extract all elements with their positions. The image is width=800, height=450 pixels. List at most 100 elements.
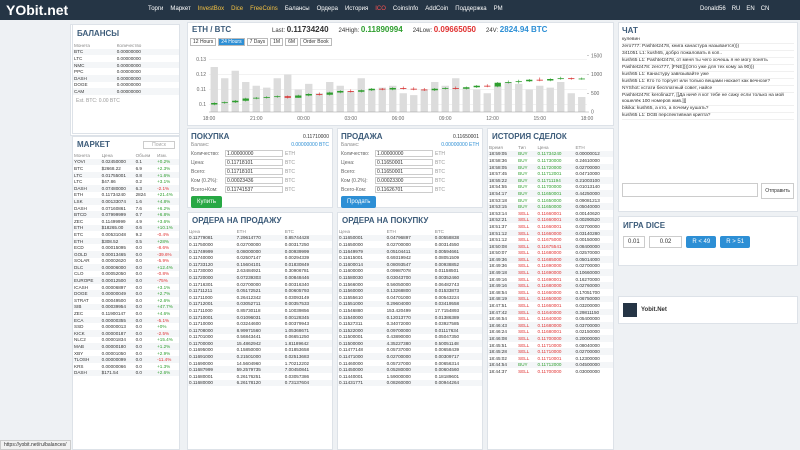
nav-item[interactable]: Маркет — [170, 6, 191, 12]
volume-bar — [315, 93, 323, 112]
sell-orders-title: ОРДЕРА НА ПРОДАЖУ — [192, 216, 282, 225]
row: SSD 0.00000013 0.0 +0% — [73, 323, 179, 330]
range-button[interactable]: 1M — [270, 38, 284, 46]
cell: 0.00013465 — [101, 251, 126, 257]
row: 0.11711000 0.26412342 0.03093149 — [188, 294, 332, 301]
cell: 0.00558838 — [434, 235, 460, 241]
cell: 0.11711000 — [189, 294, 213, 300]
candle-body — [242, 98, 249, 101]
cell: SELL — [518, 349, 530, 355]
cell: 0.08093547 — [386, 261, 411, 267]
cell: +2.9% — [157, 350, 171, 356]
cell: 0.08051509 — [434, 255, 460, 261]
cell: 0.11460000 — [339, 360, 363, 366]
column-header: BTC — [284, 228, 294, 234]
field: Всего: 0.11650001 BTC — [341, 167, 479, 176]
cell: 0.56843441 — [236, 334, 261, 340]
field-unit: BTC — [435, 186, 445, 193]
field-label: Цена: — [191, 159, 205, 166]
row: 18:53:18 BUY 0.11650000 0.09081213 — [488, 197, 613, 204]
nav-item[interactable]: PM — [493, 6, 503, 12]
range-button[interactable]: 7 Days — [246, 38, 269, 46]
cell: 0.01096031 — [236, 314, 261, 320]
field-input[interactable]: 0.11718101 — [225, 168, 283, 175]
row: DOGE 0.00000049 0.0 +2.7% — [73, 290, 179, 298]
x-tick-label: 09:00 — [439, 116, 452, 122]
field-input[interactable]: 1.00000000 — [225, 150, 283, 157]
row: 18:45:51 SELL 0.11710000 0.08040000 — [488, 342, 613, 349]
nav-item[interactable]: Торги — [148, 6, 164, 12]
row: 18:53:15 BUY 0.11650000 0.05040000 — [488, 203, 613, 210]
field-input[interactable]: 0.00023300 — [375, 177, 433, 184]
cell: LTC — [74, 55, 83, 61]
chat-input[interactable] — [622, 183, 759, 197]
promo: Yobit.Net — [618, 296, 798, 324]
field-input[interactable]: 0.11650001 — [375, 168, 433, 175]
cell: 0.00316340 — [284, 281, 310, 287]
volume-bar — [273, 78, 281, 112]
nav-item[interactable]: Поддержка — [455, 6, 487, 12]
y2-tick-label: 500 — [591, 91, 600, 97]
cell: 7.29614770 — [236, 235, 261, 241]
field: Всего+Ком: 0.11741537 BTC — [191, 185, 329, 194]
row: 0.11711211 0.05172521 0.00605793 — [188, 287, 332, 294]
nav-item[interactable]: ICO — [375, 6, 386, 12]
promo-name[interactable]: Yobit.Net — [641, 307, 667, 313]
row: 0.11560000 0.13268800 0.01533873 — [338, 287, 482, 294]
column-header: Монета — [74, 42, 90, 48]
high-button[interactable]: R > 51 — [720, 236, 751, 248]
bet[interactable]: 0.01 — [623, 236, 645, 248]
lang[interactable]: CN — [760, 6, 770, 12]
cell: 0.11700000 — [189, 340, 213, 346]
nav-item[interactable]: FreeCoins — [250, 6, 278, 12]
cell: 0.00658439 — [434, 347, 460, 353]
field: Всего: 0.11718101 BTC — [191, 167, 329, 176]
field-label: Ком (0.2%): — [191, 177, 218, 184]
field-input[interactable]: 1.00000000 — [375, 150, 433, 157]
submit-button[interactable]: Купить — [191, 196, 222, 208]
cell: 0.04500000 — [575, 362, 600, 368]
buy-orders-table: Цена ETH BTC 0.11650001 0.04796897 0.00558838… — [338, 228, 482, 387]
lang[interactable]: EN — [746, 6, 755, 12]
nav-item[interactable]: AddCoin — [425, 6, 449, 12]
field-input[interactable]: 0.11741537 — [225, 186, 283, 193]
nav-item[interactable]: Балансы — [284, 6, 310, 12]
user-name[interactable]: Donald56 — [700, 6, 726, 12]
range-button[interactable]: Order Book — [300, 38, 332, 46]
cell: 0.73137604 — [284, 380, 310, 386]
chat-message: kush65 L1: Pashtet2478, от меня ты чего … — [622, 58, 794, 65]
field-input[interactable]: 0.00023436 — [225, 177, 283, 184]
low-button[interactable]: R < 49 — [686, 236, 717, 248]
cell: 0.11477148 — [339, 347, 363, 353]
cell: SELL — [518, 336, 530, 342]
nav-item[interactable]: Dice — [231, 6, 244, 12]
candle-body — [337, 91, 344, 93]
search[interactable]: Поиск — [143, 140, 175, 149]
cell: 0.02700000 — [575, 223, 600, 229]
nav-item[interactable]: Ордера — [316, 6, 338, 12]
logo[interactable]: YObit.net — [6, 2, 69, 18]
field-input[interactable]: 0.11626701 — [375, 186, 433, 193]
submit-button[interactable]: Продать — [341, 196, 377, 208]
range-button[interactable]: 12 Hours — [190, 38, 217, 46]
range-button[interactable]: 24 Hours — [218, 38, 245, 46]
lang[interactable]: RU — [731, 6, 741, 12]
cell: 0.00000180 — [101, 344, 126, 350]
nav-item[interactable]: InvestBox — [197, 6, 225, 12]
cell: 0.00290520 — [575, 217, 600, 223]
candle-body — [316, 94, 323, 95]
cell: +10.1% — [157, 225, 173, 231]
buy-orders-title: ОРДЕРА НА ПОКУПКУ — [342, 216, 429, 225]
range-button[interactable]: 6M — [285, 38, 299, 46]
form-header: ПОКУПКА 0.11710000 — [191, 132, 329, 141]
balance-value: 0.00000000 ETH — [441, 142, 479, 148]
nav-item[interactable]: CoinsInfo — [392, 6, 419, 12]
field-input[interactable]: 0.11650001 — [375, 159, 433, 166]
cell: 15.4862942 — [236, 340, 261, 346]
cell: 0.17051700 — [575, 289, 600, 295]
send-button[interactable]: Отправить — [761, 183, 794, 199]
cell: 0.0 — [135, 291, 142, 297]
nav-item[interactable]: История — [344, 6, 369, 12]
field-input[interactable]: 0.11718101 — [225, 159, 283, 166]
last: Last: 0.11734240 — [272, 25, 329, 34]
